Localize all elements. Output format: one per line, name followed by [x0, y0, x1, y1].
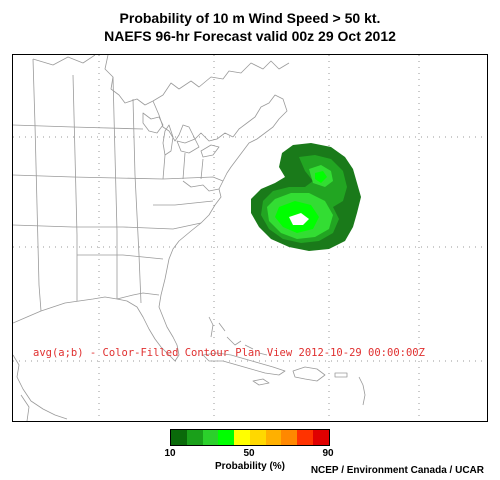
- plot-footer-label: avg(a;b) - Color-Filled Contour Plan Vie…: [33, 347, 425, 359]
- colorbar-swatch-8: [297, 430, 313, 445]
- probability-colorbar: [170, 429, 330, 446]
- colorbar-swatch-4: [234, 430, 250, 445]
- colorbar-swatch-1: [186, 430, 203, 445]
- colorbar-title: Probability (%): [214, 461, 285, 472]
- colorbar-swatch-0: [171, 430, 187, 445]
- contour-50pct: [289, 213, 309, 225]
- probability-contours: [251, 143, 361, 251]
- colorbar-swatch-6: [265, 430, 282, 445]
- map-title-line2: NAEFS 96-hr Forecast valid 00z 29 Oct 20…: [104, 28, 396, 44]
- credit-line: NCEP / Environment Canada / UCAR: [310, 465, 484, 476]
- contour-40pct-north: [315, 171, 327, 183]
- colorbar-swatch-9: [312, 430, 329, 445]
- map-canvas: [13, 55, 487, 421]
- map-panel: [12, 54, 488, 422]
- colorbar-tick-50: 50: [243, 448, 255, 459]
- colorbar-swatch-7: [281, 430, 297, 445]
- colorbar-tick-10: 10: [164, 448, 176, 459]
- lat-lon-grid: [13, 55, 487, 421]
- colorbar-swatch-5: [249, 430, 266, 445]
- map-title-line1: Probability of 10 m Wind Speed > 50 kt.: [119, 10, 381, 26]
- colorbar-tick-90: 90: [322, 448, 334, 459]
- colorbar-swatch-3: [218, 430, 234, 445]
- colorbar-swatch-2: [202, 430, 219, 445]
- coastlines-and-borders: [13, 55, 366, 421]
